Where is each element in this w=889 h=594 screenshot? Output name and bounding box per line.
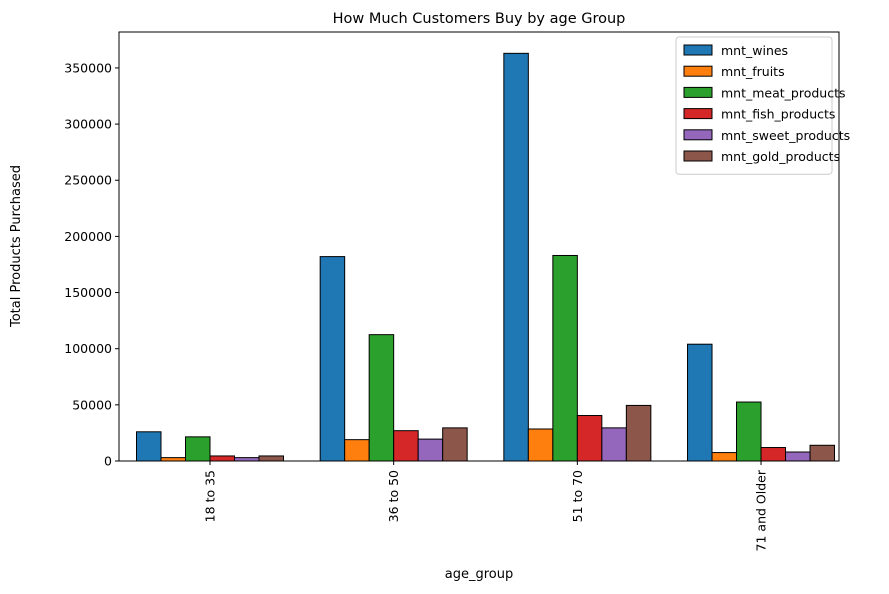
y-tick-label: 350000 <box>64 60 112 75</box>
legend-swatch-mnt_gold_products <box>683 150 713 162</box>
legend-label: mnt_sweet_products <box>721 128 850 143</box>
y-axis-label: Total Products Purchased <box>9 165 24 328</box>
bar-mnt_fish_products-4 <box>760 447 787 462</box>
x-tick-label: 51 to 70 <box>570 470 585 522</box>
legend: mnt_wines mnt_fruits mnt_meat_products mnt_… <box>675 36 850 175</box>
bar-mnt_meat_products-3 <box>552 254 578 462</box>
bar-mnt_wines-1 <box>136 431 162 462</box>
bar-mnt_wines-3 <box>503 52 529 462</box>
y-tick-label: 300000 <box>64 117 112 132</box>
y-axis-ticks: 0 50000 100000 150000 200000 250000 300000 3500… <box>64 60 119 469</box>
plot-area-frame <box>118 31 840 462</box>
bar-mnt_wines-2 <box>319 256 346 462</box>
legend-label: mnt_wines <box>721 43 788 58</box>
legend-swatch-mnt_meat_products <box>683 86 713 98</box>
bar-mnt_fruits-3 <box>527 428 554 462</box>
chart-title: How Much Customers Buy by age Group <box>333 11 626 27</box>
legend-label: mnt_meat_products <box>721 85 846 100</box>
y-tick-label: 0 <box>104 454 112 469</box>
legend-swatch-mnt_fruits <box>683 65 713 77</box>
bar-mnt_sweet_products-4 <box>785 451 811 462</box>
bar-mnt_fruits-1 <box>160 457 186 462</box>
legend-swatch-mnt_sweet_products <box>683 129 713 141</box>
bar-mnt_meat_products-1 <box>185 436 211 462</box>
bar-mnt_meat_products-4 <box>736 401 762 462</box>
bar-mnt_wines-4 <box>687 343 713 462</box>
y-tick-label: 50000 <box>72 397 112 412</box>
x-tick-label: 36 to 50 <box>386 470 401 522</box>
legend-label: mnt_fish_products <box>721 107 835 122</box>
y-tick-label: 150000 <box>64 285 112 300</box>
x-tick-label: 18 to 35 <box>203 470 218 522</box>
y-tick-label: 200000 <box>64 229 112 244</box>
bars <box>136 52 836 462</box>
legend-label: mnt_gold_products <box>721 149 840 164</box>
legend-swatch-mnt_wines <box>683 44 713 56</box>
bar-mnt_sweet_products-2 <box>417 438 444 462</box>
x-axis-ticks: 18 to 35 36 to 50 51 to 70 71 and Older <box>203 461 769 551</box>
y-tick-label: 250000 <box>64 173 112 188</box>
bar-mnt_sweet_products-1 <box>234 457 260 462</box>
bar-mnt_gold_products-2 <box>442 427 468 462</box>
bar-mnt_gold_products-3 <box>625 404 652 462</box>
y-tick-label: 100000 <box>64 341 112 356</box>
x-tick-label: 71 and Older <box>754 469 769 551</box>
bar-mnt_meat_products-2 <box>368 334 395 462</box>
bar-mnt_sweet_products-3 <box>601 427 627 462</box>
bar-mnt_fruits-4 <box>711 452 738 462</box>
x-axis-label: age_group <box>445 567 513 582</box>
bar-mnt_gold_products-1 <box>258 455 284 462</box>
bar-mnt_fruits-2 <box>344 439 370 462</box>
bar-mnt_fish_products-3 <box>576 415 603 462</box>
bar-mnt_gold_products-4 <box>809 444 836 462</box>
legend-swatch-mnt_fish_products <box>683 108 713 120</box>
legend-label: mnt_fruits <box>721 64 785 79</box>
legend-frame <box>675 36 833 175</box>
bar-mnt_fish_products-2 <box>393 430 419 462</box>
bar-mnt_fish_products-1 <box>209 455 235 462</box>
